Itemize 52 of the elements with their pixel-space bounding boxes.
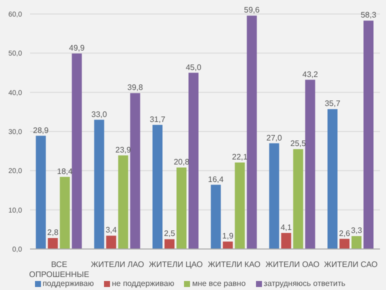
data-label: 59,6 (244, 6, 260, 15)
data-label: 33,0 (91, 110, 108, 119)
bar (36, 136, 46, 249)
data-label: 27,0 (266, 133, 282, 142)
bar (364, 20, 374, 249)
legend-label: поддерживаю (42, 279, 94, 288)
bar (48, 238, 58, 249)
data-label: 2,6 (338, 228, 351, 238)
data-label: 1,9 (222, 232, 234, 241)
bar (188, 72, 198, 249)
x-tick-label: ЖИТЕЛИ ЛАО (90, 260, 144, 269)
data-label: 45,0 (186, 62, 202, 72)
bar (152, 124, 162, 249)
data-label: 16,4 (208, 174, 224, 184)
data-label: 35,7 (324, 99, 341, 108)
x-tick-label: ЖИТЕЛИ КАО (208, 260, 260, 269)
bar (328, 109, 338, 249)
bar (164, 239, 174, 249)
bar (340, 238, 350, 249)
bar (210, 184, 221, 249)
data-label: 58,3 (360, 10, 377, 20)
bar (234, 162, 245, 249)
bar (94, 120, 104, 249)
legend-label: мне все равно (191, 279, 246, 288)
bar (293, 149, 304, 249)
x-tick-label: ЖИТЕЛИ САО (324, 260, 378, 269)
legend-label: затрудняюсь ответить (262, 279, 346, 288)
bar (130, 93, 140, 249)
x-tick-label: ЖИТЕЛИ ЦАО (148, 260, 203, 269)
data-label: 4,1 (280, 222, 292, 232)
x-tick-label: ЖИТЕЛИ ОАО (265, 260, 320, 269)
bar (222, 242, 233, 249)
bar (60, 176, 70, 249)
data-label: 31,7 (150, 114, 166, 124)
bar (352, 236, 362, 249)
legend-label: не поддерживаю (110, 279, 174, 288)
data-label: 3,3 (350, 226, 363, 236)
bar (106, 236, 116, 249)
data-label: 39,8 (127, 83, 144, 92)
bar (176, 168, 186, 249)
bar (269, 143, 280, 249)
bar (72, 54, 82, 249)
data-label: 49,9 (69, 44, 86, 53)
bar (118, 155, 128, 249)
data-label: 2,8 (47, 228, 59, 238)
bar (305, 80, 316, 249)
data-label: 2,5 (164, 229, 176, 238)
bar (246, 16, 257, 249)
data-label: 28,9 (33, 126, 50, 135)
data-label: 43,2 (302, 70, 318, 79)
data-label: 3,4 (106, 226, 118, 235)
bar (281, 232, 292, 249)
